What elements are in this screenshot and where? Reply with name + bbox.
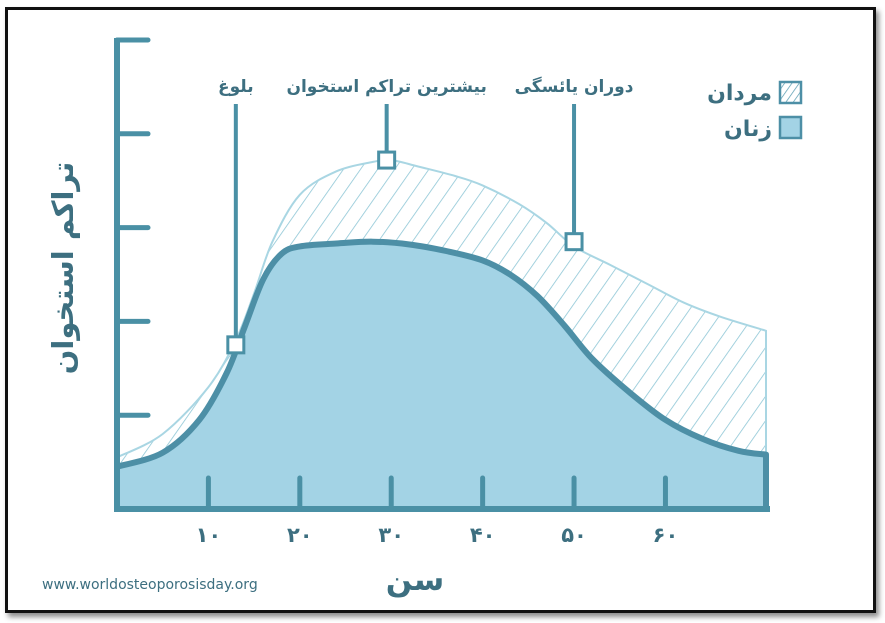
annotation-label-1: بیشترین تراکم استخوان [286, 77, 486, 97]
legend-women-swatch [778, 115, 803, 140]
women-series-area [117, 241, 766, 509]
annotation-marker-2 [564, 232, 584, 252]
annotation-marker-0 [226, 335, 246, 355]
x-tick-label-30: ۳۰ [378, 523, 404, 547]
legend-men-label: مردان [707, 81, 772, 106]
y-axis-title: تراکم استخوان [46, 162, 80, 375]
x-tick-label-20: ۲۰ [287, 523, 313, 547]
x-tick-label-60: ۶۰ [653, 523, 679, 547]
legend-men-swatch [778, 80, 803, 105]
legend-women-label: زنان [724, 117, 772, 142]
x-tick-label-40: ۴۰ [470, 523, 496, 547]
x-tick-label-50: ۵۰ [561, 523, 587, 547]
annotation-label-0: بلوغ [218, 77, 254, 97]
x-axis-title: سن [386, 562, 444, 598]
annotation-marker-1 [377, 150, 397, 170]
legend: مردان زنان [707, 80, 803, 142]
x-tick-label-10: ۱۰ [196, 523, 222, 547]
source-url: www.worldosteoporosisday.org [42, 577, 258, 593]
annotation-label-2: دوران یائسگی [515, 76, 634, 97]
